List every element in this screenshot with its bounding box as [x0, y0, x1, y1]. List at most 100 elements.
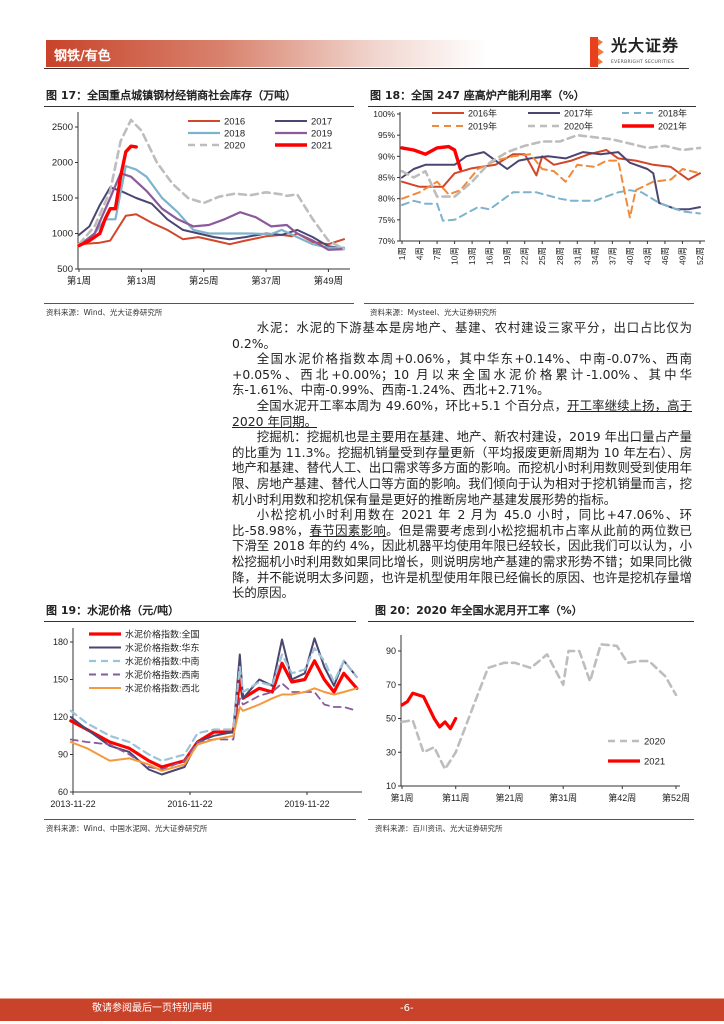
fig20-series-2021 — [400, 691, 458, 731]
fig18-y-tick-label: 70% — [378, 236, 395, 246]
fig18-legend-label: 2020年 — [564, 121, 593, 132]
fig17-chart: 500 1000 1500 2000 2500 第1周 第13周 第25周 第37周 第49周 20… — [52, 112, 350, 287]
fig18-legend-label: 2018年 — [658, 108, 687, 119]
body-text: 水泥：水泥的下游基本是房地产、基建、农村建设三家平分，出口占比仅为 0.2%。 … — [232, 320, 692, 601]
fig18-x-tick-label: 13周 — [467, 247, 477, 265]
fig18-x-tick-label: 10周 — [450, 247, 460, 265]
fig18-source: 资料来源：Mysteel、光大证券研究所 — [370, 308, 497, 317]
fig18-x-tick-label: 34周 — [590, 247, 600, 265]
paragraph-komatsu: 小松挖机小时利用数在 2021 年 2 月为 45.0 小时，同比+47.06%… — [232, 507, 692, 601]
fig19-y-tick-label: 90 — [58, 750, 68, 760]
fig18-y-tick-label: 100% — [373, 109, 395, 119]
fig17-x-tick-label: 第13周 — [127, 275, 157, 287]
fig20-y-tick-label: 10 — [386, 781, 396, 791]
fig18-x-tick-label: 31周 — [572, 247, 582, 265]
footer-disclaimer: 敬请参阅最后一页特别声明 — [92, 1003, 212, 1014]
fig20-chart: 10 30 50 70 90 第1周 第11周 第21周 第31周 第42周 第52周 2020 202… — [386, 635, 690, 803]
komatsu-highlight: 春节因素影响 — [309, 522, 387, 538]
page-number: -6- — [400, 1003, 414, 1014]
fig18-x-tick-label: 7周 — [432, 247, 442, 260]
fig17-legend-label: 2019 — [311, 129, 332, 140]
fig18-source-rule — [364, 303, 694, 304]
fig17-y-tick-label: 1500 — [52, 193, 73, 204]
fig18-series-2019年 — [401, 153, 701, 219]
fig20-y-tick-label: 30 — [386, 747, 396, 757]
fig17-x-tick-label: 第37周 — [251, 275, 281, 287]
utilization-highlight: 开工率继续上扬，高于 2020 年同期。 — [232, 397, 692, 429]
fig18-y-tick-label: 75% — [378, 215, 395, 225]
fig18-legend-label: 2017年 — [564, 108, 593, 119]
fig17-series-2020 — [77, 118, 346, 251]
fig18-legend-label: 2016年 — [468, 108, 497, 119]
fig17-y-tick-label: 2000 — [52, 158, 73, 169]
fig17-x-tick-label: 第49周 — [314, 275, 344, 287]
fig18-x-tick-label: 19周 — [502, 247, 512, 265]
fig18-x-tick-label: 4周 — [415, 247, 425, 260]
fig18-legend-label: 2019年 — [468, 121, 497, 132]
fig20-y-tick-label: 50 — [386, 714, 396, 724]
fig20-x-tick-label: 第52周 — [662, 792, 690, 803]
fig18-x-tick-label: 37周 — [607, 247, 617, 265]
fig17-title: 图 17：全国重点城镇钢材经销商社会库存（万吨） — [46, 89, 297, 102]
fig20-title: 图 20：2020 年全国水泥月开工率（%） — [375, 604, 583, 617]
fig18-series-2016年 — [401, 149, 701, 188]
fig19-x-tick-label: 2019-11-22 — [284, 799, 329, 809]
fig18-x-tick-label: 46周 — [660, 247, 670, 265]
fig18-x-tick-label: 52周 — [695, 247, 705, 265]
fig17-y-tick-label: 2500 — [52, 122, 73, 133]
fig19-y-tick-label: 180 — [53, 637, 68, 647]
komatsu-text-rest: 。但是需要考虑到小松挖掘机市占率从此前的两位数已下滑至 2018 年的约 4%，… — [232, 522, 693, 601]
fig18-x-tick-label: 1周 — [397, 247, 407, 260]
section-title: 钢铁/有色 — [54, 49, 111, 64]
fig18-title-rule — [368, 106, 696, 107]
fig19-legend-label: 水泥价格指数:全国 — [125, 629, 200, 640]
fig18-y-tick-label: 85% — [378, 173, 395, 183]
paragraph-cement-utilization: 全国水泥开工率本周为 49.60%，环比+5.1 个百分点，开工率继续上扬，高于… — [232, 398, 692, 429]
fig20-series-2020 — [400, 642, 678, 771]
logo-icon — [590, 37, 604, 67]
fig18-series-2020年 — [400, 133, 702, 198]
fig18-series-2018年 — [401, 189, 701, 222]
fig19-y-tick-label: 60 — [58, 787, 68, 797]
fig18-series-2017年 — [401, 151, 701, 211]
paragraph-cement-price: 全国水泥价格指数本周+0.06%，其中华东+0.14%、中南-0.07%、西南+… — [232, 351, 692, 398]
fig18-x-tick-label: 40周 — [625, 247, 635, 265]
fig19-chart: 60 90 120 150 180 2013-11-22 2016-11-22 2019-11… — [50, 628, 362, 809]
fig20-x-tick-label: 第42周 — [608, 792, 636, 803]
fig17-series-2018 — [77, 165, 346, 249]
utilization-text: 全国水泥开工率本周为 49.60%，环比+5.1 个百分点， — [256, 397, 568, 413]
fig19-title-rule — [44, 621, 356, 622]
fig20-legend-label: 2020 — [644, 737, 665, 748]
fig18-series-2021年 — [400, 144, 463, 171]
fig20-legend-label: 2021 — [644, 757, 665, 768]
fig17-y-tick-label: 500 — [57, 264, 73, 275]
fig20-x-tick-label: 第11周 — [442, 792, 469, 803]
footer-band — [0, 998, 724, 1021]
fig17-series-2021 — [77, 144, 138, 248]
fig18-y-tick-label: 95% — [378, 130, 395, 140]
fig19-title: 图 19：水泥价格（元/吨） — [46, 604, 180, 617]
fig17-x-tick-label: 第1周 — [67, 275, 91, 287]
fig17-legend-label: 2018 — [224, 129, 245, 140]
fig19-source: 资料来源：Wind、中国水泥网、光大证券研究所 — [46, 824, 208, 833]
fig20-x-tick-label: 第31周 — [549, 792, 577, 803]
fig17-source-rule — [44, 303, 354, 304]
fig19-legend-label: 水泥价格指数:中南 — [125, 656, 200, 667]
fig18-x-tick-label: 28周 — [555, 247, 565, 265]
fig19-y-tick-label: 120 — [53, 712, 68, 722]
fig17-title-rule — [44, 106, 354, 107]
fig20-source-rule — [368, 819, 694, 820]
fig17-y-tick-label: 1000 — [52, 229, 73, 240]
header-divider — [44, 68, 689, 69]
fig19-series-水泥价格指数:西北 — [69, 687, 358, 772]
fig20-y-tick-label: 90 — [386, 646, 396, 656]
fig19-series-水泥价格指数:中南 — [69, 647, 358, 762]
fig17-x-tick-label: 第25周 — [189, 275, 219, 287]
fig18-x-tick-label: 22周 — [520, 247, 530, 265]
fig19-y-tick-label: 150 — [53, 675, 68, 685]
fig19-legend-label: 水泥价格指数:华东 — [125, 642, 200, 653]
fig19-legend-label: 水泥价格指数:西南 — [125, 669, 200, 680]
fig17-legend-label: 2020 — [224, 141, 245, 152]
fig18-x-tick-label: 49周 — [677, 247, 687, 265]
paragraph-cement-intro: 水泥：水泥的下游基本是房地产、基建、农村建设三家平分，出口占比仅为 0.2%。 — [232, 320, 692, 351]
